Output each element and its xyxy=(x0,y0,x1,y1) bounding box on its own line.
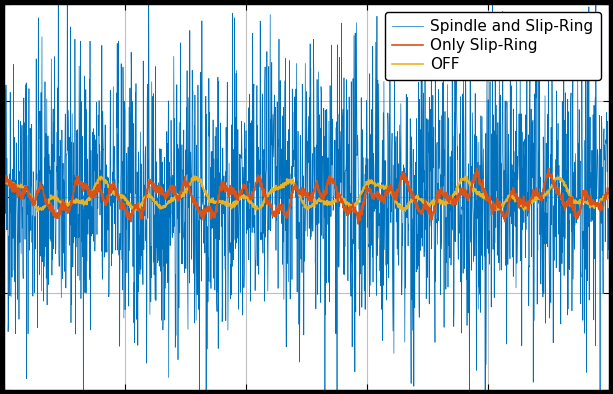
OFF xyxy=(1,182,8,187)
Spindle and Slip-Ring xyxy=(477,310,484,315)
Only Slip-Ring xyxy=(605,191,612,196)
Legend: Spindle and Slip-Ring, Only Slip-Ring, OFF: Spindle and Slip-Ring, Only Slip-Ring, O… xyxy=(384,12,601,80)
Only Slip-Ring xyxy=(477,182,484,187)
OFF xyxy=(191,174,199,178)
Only Slip-Ring xyxy=(31,198,39,203)
OFF xyxy=(588,202,595,206)
OFF xyxy=(588,204,595,208)
Only Slip-Ring xyxy=(278,206,286,211)
OFF xyxy=(279,184,286,188)
Only Slip-Ring xyxy=(545,166,552,171)
Only Slip-Ring xyxy=(294,188,302,193)
Line: Spindle and Slip-Ring: Spindle and Slip-Ring xyxy=(4,0,609,394)
Line: OFF: OFF xyxy=(4,176,609,211)
OFF xyxy=(605,195,612,200)
Spindle and Slip-Ring xyxy=(295,220,302,225)
Spindle and Slip-Ring xyxy=(1,160,8,164)
Spindle and Slip-Ring xyxy=(31,214,39,219)
Only Slip-Ring xyxy=(588,203,595,207)
Only Slip-Ring xyxy=(1,171,8,176)
OFF xyxy=(31,203,39,208)
Only Slip-Ring xyxy=(354,222,362,227)
Line: Only Slip-Ring: Only Slip-Ring xyxy=(4,168,609,224)
Spindle and Slip-Ring xyxy=(588,173,595,178)
OFF xyxy=(34,209,42,214)
Spindle and Slip-Ring xyxy=(588,216,595,221)
OFF xyxy=(295,193,302,197)
Spindle and Slip-Ring xyxy=(279,262,286,267)
Only Slip-Ring xyxy=(588,199,595,204)
OFF xyxy=(477,193,484,198)
Spindle and Slip-Ring xyxy=(605,247,612,252)
